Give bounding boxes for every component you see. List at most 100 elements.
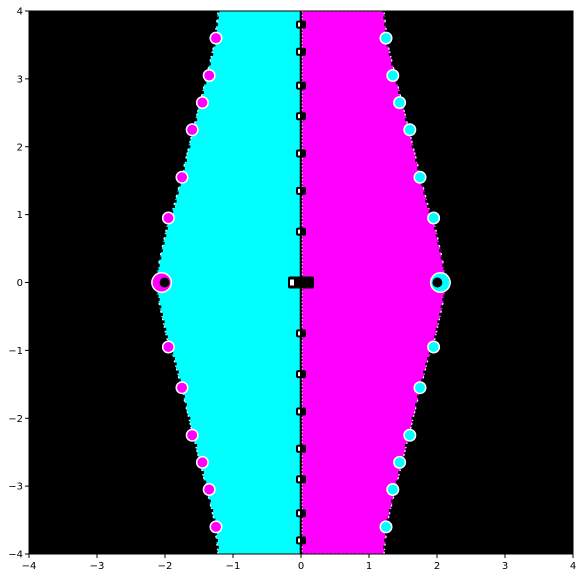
right-fringe-mark [384,29,388,33]
left-fringe-mark [181,166,185,170]
right-fringe-mark [421,378,425,382]
right-fringe-mark [440,305,444,309]
right-fringe-mark [415,158,419,162]
left-fringe-mark [171,204,175,208]
edge-bulb [404,430,415,441]
x-tick-label: −3 [90,561,105,572]
edge-bulb [415,382,425,393]
right-fringe-mark [434,335,438,339]
edge-bulb-core [159,277,170,288]
edge-bulb [177,172,187,183]
axis-blob-highlight [298,331,300,336]
left-fringe-mark [163,234,167,238]
left-fringe-mark [177,378,181,382]
right-fringe-mark [411,416,415,420]
axis-blob [288,276,314,289]
right-fringe-mark [428,210,432,214]
left-fringe-mark [155,267,159,271]
edge-bulb [381,33,391,44]
right-fringe-mark [388,509,392,513]
left-fringe-mark [216,11,220,13]
edge-bulb [415,172,425,183]
left-fringe-mark [159,312,163,316]
axis-blob [296,20,306,29]
axis-blob-highlight [290,279,294,286]
left-fringe-mark [200,471,204,475]
x-tick-label: 2 [434,561,440,572]
right-fringe-mark [425,362,429,366]
edge-bulb [204,70,215,81]
axis-blob-highlight [298,372,300,377]
axis-blob-highlight [298,538,300,543]
right-fringe-mark [386,518,390,522]
axis-blob-highlight [298,49,300,54]
right-fringe-mark [383,16,387,20]
y-tick-label: 3 [17,74,23,85]
right-fringe-mark [388,52,392,56]
axis-blob [296,112,306,121]
right-fringe-mark [411,145,415,149]
axis-blob [296,81,306,90]
left-fringe-mark [158,305,162,309]
left-fringe-mark [155,294,159,298]
right-fringe-mark [427,204,431,208]
axis-blob [296,186,306,195]
right-fringe-mark [423,191,427,195]
right-fringe-mark [384,532,388,536]
x-axis: −4 −3 −2 −1 0 1 2 3 4 [22,554,576,572]
right-fringe-mark [421,183,425,187]
y-tick-label: 1 [17,210,23,221]
left-fringe-mark [158,256,162,260]
axis-blob [296,329,306,338]
left-fringe-mark [163,327,167,331]
x-tick-label: 4 [570,561,576,572]
right-fringe-mark [383,545,387,549]
left-fringe-mark [173,199,177,203]
x-tick-label: 1 [366,561,372,572]
left-fringe-mark [210,509,214,513]
y-tick-label: 4 [17,7,23,18]
right-fringe-mark [437,320,441,324]
left-fringe-mark [187,416,191,420]
right-fringe-mark [382,11,386,13]
left-fringe-mark [194,118,198,122]
right-fringe-mark [444,270,448,274]
axis-blob-highlight [298,409,300,414]
edge-bulb [163,213,174,224]
right-fringe-mark [435,327,439,331]
axis-blob [296,475,306,484]
plot-area [29,11,573,554]
x-tick-label: −2 [158,561,173,572]
left-fringe-mark [207,62,211,66]
edge-bulb [394,97,405,108]
left-fringe-mark [214,538,218,542]
axis-blob [296,444,306,453]
right-fringe-mark [439,312,443,316]
left-fringe-mark [215,545,219,549]
right-fringe-mark [427,357,431,361]
edge-bulb [197,457,208,468]
right-fringe-mark [444,291,448,295]
right-fringe-mark [404,118,408,122]
right-fringe-mark [437,241,441,245]
axis-blob [296,227,306,236]
left-fringe-mark [171,357,175,361]
x-tick-label: −1 [226,561,241,572]
y-axis: 4 3 2 1 0 −1 −2 −3 −4 [8,7,29,561]
edge-bulb [204,484,215,495]
left-fringe-mark [212,518,216,522]
edge-bulb [394,457,405,468]
right-fringe-mark [440,256,444,260]
right-fringe-mark [404,443,408,447]
axis-blob-highlight [298,229,300,234]
plot-frame [28,10,574,555]
right-fringe-mark [435,234,439,238]
axis-blob [296,370,306,379]
axis-blob-highlight [298,446,300,451]
left-fringe-mark [170,210,174,214]
x-tick-label: 0 [298,561,304,572]
right-fringe-mark [395,480,399,484]
edge-bulb [404,124,415,135]
y-tick-label: 2 [17,142,23,153]
edge-bulb [211,521,221,532]
